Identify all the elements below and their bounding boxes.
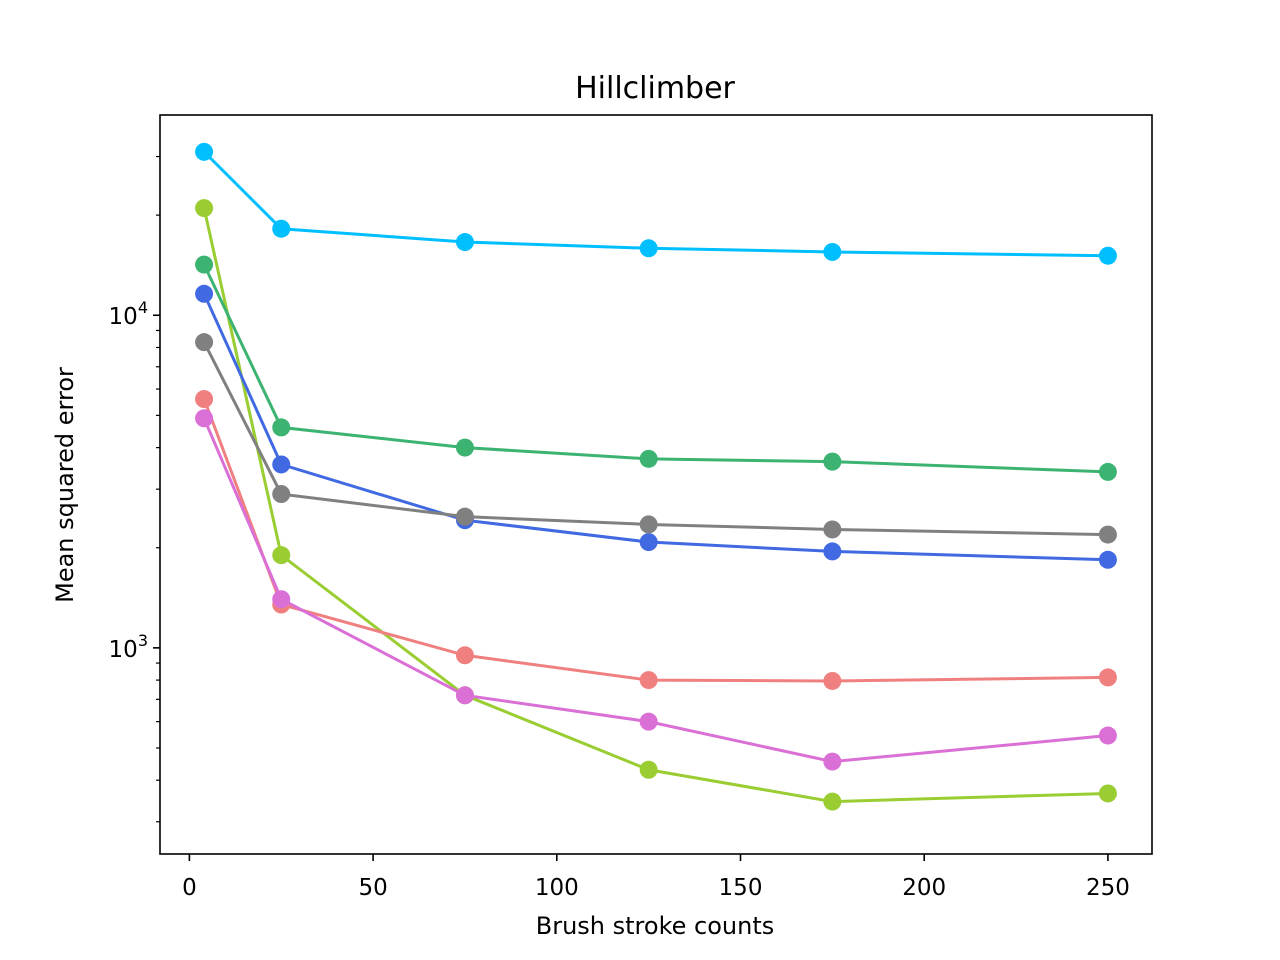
y-tick-label: 103 [109,631,148,663]
data-point [823,671,842,690]
data-point [455,233,474,252]
series-line [202,417,1109,764]
data-point [823,452,842,471]
data-point [639,671,658,690]
series-5 [195,333,1117,544]
data-point [455,646,474,665]
data-point [272,418,291,437]
series-line [202,263,1108,474]
data-point [195,255,214,274]
data-point [823,542,842,561]
data-point [272,455,291,474]
y-axis-label: Mean squared error [51,367,79,603]
data-point [639,533,658,552]
series-line [202,293,1108,562]
plot-frame [159,114,1153,855]
data-point [639,760,658,779]
data-point [455,438,474,457]
x-tick-label: 150 [719,875,763,901]
x-axis-label: Brush stroke counts [536,912,774,940]
chart-title: Hillclimber [575,71,735,106]
data-point [1098,784,1117,803]
series-7 [195,409,1117,771]
data-point [272,546,291,565]
data-point [823,520,842,539]
data-point [195,333,214,352]
data-point [823,242,842,261]
data-point [823,752,842,771]
plot-area: 0 50 100 150 200 250 103 104 [109,114,1153,901]
data-point [639,515,658,534]
series-4 [195,284,1117,569]
data-point [823,792,842,811]
x-tick-label: 50 [358,875,387,901]
data-point [195,390,214,409]
data-point [1098,726,1117,745]
x-tick-label: 100 [535,875,579,901]
series-line [202,341,1108,537]
data-point [1098,550,1117,569]
data-point [1098,462,1117,481]
data-point [195,142,214,161]
data-point [639,239,658,258]
data-point [639,449,658,468]
series-line [202,207,1108,804]
y-tick-label: 104 [109,298,148,330]
data-point [455,507,474,526]
data-point [1098,668,1117,687]
series-line [203,150,1108,258]
x-tick-label: 0 [182,875,197,901]
data-point [195,284,214,303]
data-point [1098,525,1117,544]
data-point [639,712,658,731]
data-point [455,686,474,705]
series-3 [195,255,1117,481]
data-point [195,199,214,218]
data-point [1098,246,1117,265]
data-point [272,485,291,504]
x-tick-label: 200 [902,875,946,901]
data-point [272,590,291,609]
series-1 [195,142,1117,265]
data-point [195,409,214,428]
data-point [272,219,291,238]
x-tick-label: 250 [1086,875,1130,901]
